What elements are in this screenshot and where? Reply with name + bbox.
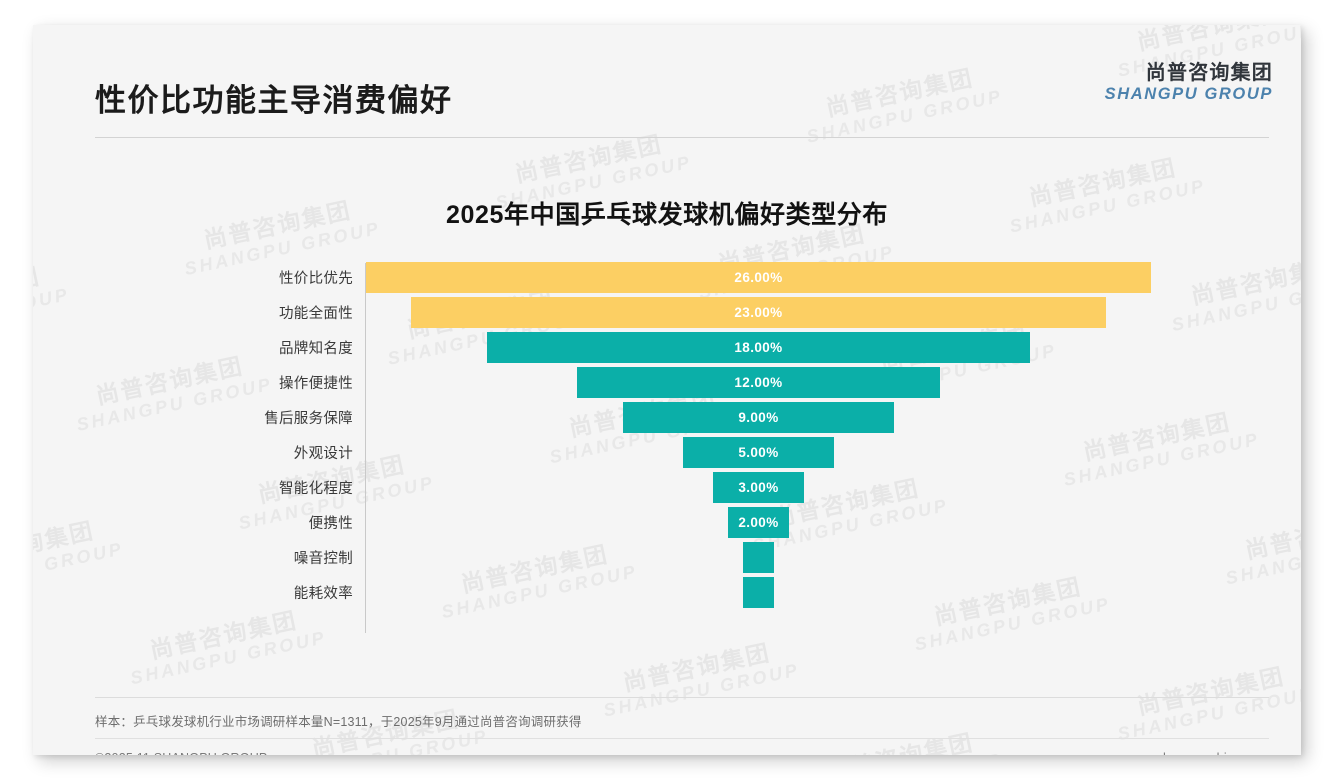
chart-axis-line: [365, 263, 366, 633]
chart-bar[interactable]: [743, 542, 774, 573]
chart-bar-track: 12.00%: [366, 365, 1269, 400]
chart-bar-row: 外观设计 5.00%: [95, 435, 1269, 470]
footer-divider: [95, 738, 1269, 739]
chart-bar-value-label: 5.00%: [738, 445, 779, 460]
chart-bar-track: 9.00%: [366, 400, 1269, 435]
chart-bar-track: 26.00%: [366, 260, 1269, 295]
chart-bar-value-label: 12.00%: [734, 375, 783, 390]
watermark-en: SHANGPU GROUP: [1115, 683, 1301, 745]
footnote-divider: [95, 697, 1269, 698]
watermark-cn: 尚普咨询集团: [1134, 662, 1287, 719]
chart-category-label: 便携性: [308, 516, 353, 532]
chart-bar[interactable]: 12.00%: [577, 367, 940, 398]
chart-bar[interactable]: 2.00%: [728, 507, 789, 538]
chart-bar-track: 23.00%: [366, 295, 1269, 330]
chart-category-label: 能耗效率: [293, 586, 353, 602]
chart-bar[interactable]: 5.00%: [683, 437, 834, 468]
brand-logo: 尚普咨询集团 SHANGPU GROUP: [1105, 62, 1273, 104]
chart-bar[interactable]: [743, 577, 774, 608]
footer-copyright: ©2025.11 SHANGPU GROUP: [95, 751, 267, 755]
chart-category-label: 功能全面性: [279, 306, 353, 322]
chart-bar-row: 售后服务保障 9.00%: [95, 400, 1269, 435]
chart-category-label: 售后服务保障: [264, 411, 353, 427]
chart-bar-row: 品牌知名度 18.00%: [95, 330, 1269, 365]
chart-bar-row: 便携性 2.00%: [95, 505, 1269, 540]
chart-bar-value-label: 18.00%: [734, 340, 783, 355]
chart-bar-track: 3.00%: [366, 470, 1269, 505]
chart-bar-rows: 性价比优先 26.00% 功能全面性 23.00% 品牌知名度 18.00% 操作便捷性 12…: [95, 260, 1269, 610]
chart-bar[interactable]: 18.00%: [486, 332, 1031, 363]
slide-header: 性价比功能主导消费偏好 尚普咨询集团 SHANGPU GROUP: [33, 25, 1301, 118]
chart-bar-track: 2.00%: [366, 505, 1269, 540]
chart-category-label: 操作便捷性: [279, 376, 353, 392]
chart-bar-track: [366, 575, 1269, 610]
chart-category-label: 智能化程度: [279, 481, 353, 497]
watermark-en: SHANGPU GROUP: [601, 659, 802, 721]
chart-title: 2025年中国乒乓球发球机偏好类型分布: [445, 201, 889, 229]
brand-logo-en: SHANGPU GROUP: [1104, 85, 1273, 103]
chart-bar-row: 操作便捷性 12.00%: [95, 365, 1269, 400]
chart-bar-value-label: 9.00%: [738, 410, 779, 425]
header-divider: [95, 137, 1269, 138]
footer-website: www.shangpu-china.com: [1126, 751, 1269, 755]
chart-bar-row: 智能化程度 3.00%: [95, 470, 1269, 505]
chart-bar[interactable]: 23.00%: [411, 297, 1106, 328]
brand-logo-cn: 尚普咨询集团: [1145, 62, 1273, 84]
chart-bar-value-label: 23.00%: [734, 305, 783, 320]
chart-category-label: 性价比优先: [279, 271, 353, 287]
chart-bar-row: 能耗效率: [95, 575, 1269, 610]
chart-bar[interactable]: 3.00%: [713, 472, 804, 503]
chart-bar-track: [366, 540, 1269, 575]
chart-bar[interactable]: 26.00%: [366, 262, 1151, 293]
chart-category-label: 外观设计: [293, 446, 353, 462]
chart-bar-row: 功能全面性 23.00%: [95, 295, 1269, 330]
chart-bar-row: 噪音控制: [95, 540, 1269, 575]
chart-bar-row: 性价比优先 26.00%: [95, 260, 1269, 295]
chart-category-label: 品牌知名度: [279, 341, 353, 357]
chart-area: 性价比优先 26.00% 功能全面性 23.00% 品牌知名度 18.00% 操作便捷性 12…: [95, 260, 1269, 660]
chart-bar-track: 18.00%: [366, 330, 1269, 365]
chart-footnote: 样本：乒乓球发球机行业市场调研样本量N=1311，于2025年9月通过尚普咨询调…: [95, 715, 582, 729]
slide-footer: ©2025.11 SHANGPU GROUP www.shangpu-china…: [95, 747, 1269, 755]
chart-bar-value-label: 26.00%: [734, 270, 783, 285]
chart-bar-track: 5.00%: [366, 435, 1269, 470]
chart-bar-value-label: 3.00%: [738, 480, 779, 495]
watermark-cn: 尚普咨询集团: [33, 262, 43, 320]
watermark-en: SHANGPU GROUP: [33, 283, 72, 345]
chart-bar[interactable]: 9.00%: [622, 402, 895, 433]
chart-bar-value-label: 2.00%: [738, 515, 779, 530]
chart-category-label: 噪音控制: [293, 551, 353, 567]
page-title: 性价比功能主导消费偏好: [95, 83, 453, 118]
